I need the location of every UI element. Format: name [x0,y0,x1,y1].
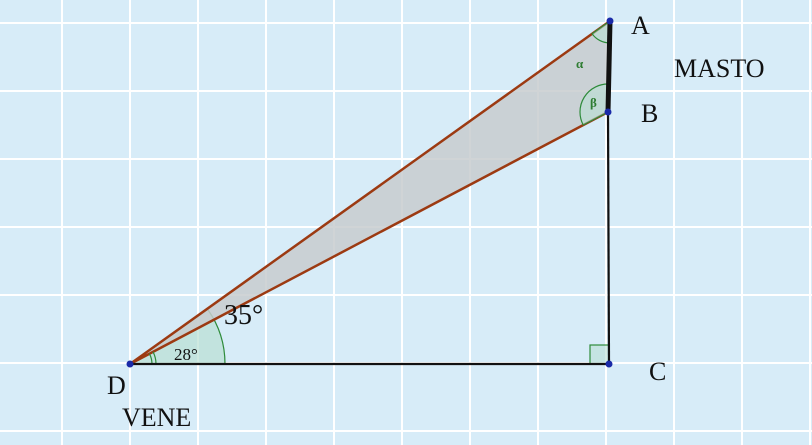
point [606,17,614,25]
mast-ab [605,20,613,113]
mast-label: MASTO [674,54,765,83]
point-label: C [649,357,666,386]
angle-label: α [576,56,584,71]
right-angle [589,344,610,365]
segment-bc [606,111,611,365]
angle-label: β [590,95,597,110]
boat-label: VENE [122,403,191,432]
point-label: A [631,11,650,40]
point [604,108,612,116]
angle-beta [579,83,610,126]
angle-label: 35° [224,300,263,331]
point [605,360,613,368]
point [126,360,134,368]
angle-label: 28° [174,345,198,364]
point-label: B [641,99,658,128]
point-label: D [107,371,126,400]
